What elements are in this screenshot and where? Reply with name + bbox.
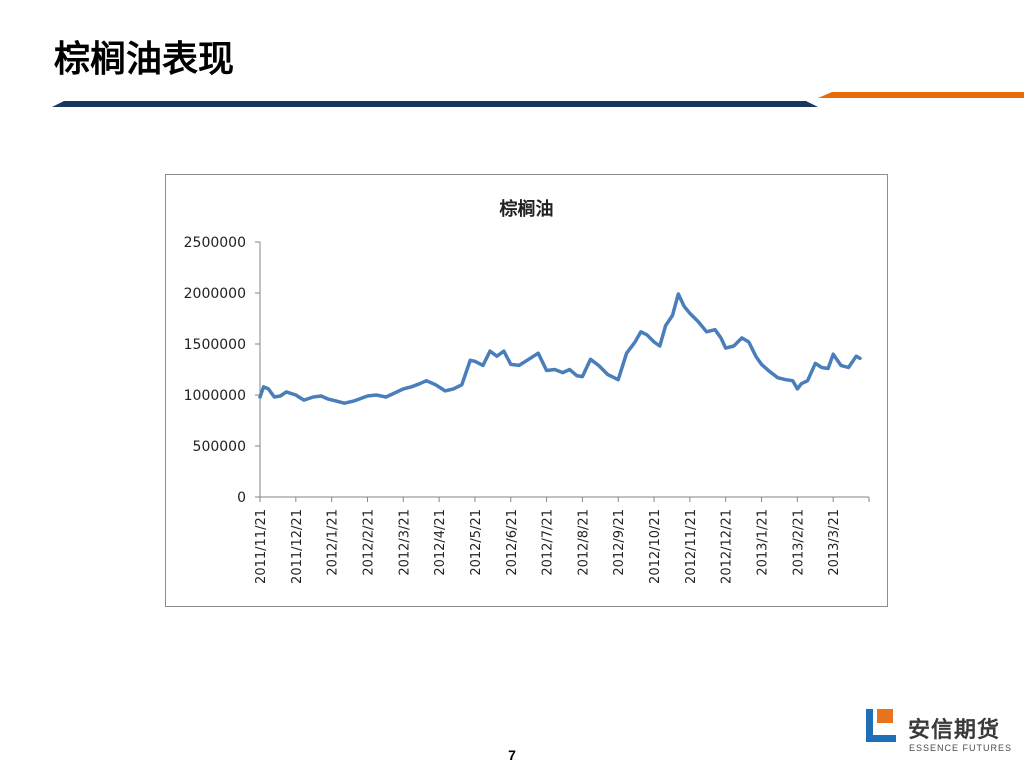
x-tick-label: 2011/12/21 [290, 509, 305, 584]
x-tick-label: 2012/3/21 [397, 509, 412, 576]
palm-oil-line-chart: 0 500000 1000000 1500000 2000000 2500000 2011/… [184, 235, 870, 584]
y-tick-label: 1500000 [184, 337, 246, 353]
x-tick-label: 2012/4/21 [433, 509, 448, 576]
logo-name-cn: 安信期货 [908, 718, 1001, 743]
chart-title: 棕榈油 [499, 199, 554, 220]
header-rule-navy-bar [52, 101, 818, 107]
x-tick-label: 2012/7/21 [541, 509, 556, 576]
x-tick-label: 2012/12/21 [720, 509, 735, 584]
x-tick-label: 2012/10/21 [648, 509, 663, 584]
logo-name-en: ESSENCE FUTURES [909, 743, 1013, 753]
x-tick-label: 2012/9/21 [612, 509, 627, 576]
x-tick-label: 2012/8/21 [576, 509, 591, 576]
header-rule-orange-bar [818, 92, 1024, 98]
x-tick-label: 2011/11/21 [254, 509, 269, 584]
x-tick-label: 2012/1/21 [326, 509, 341, 576]
x-tick-label: 2013/2/21 [791, 509, 806, 576]
x-tick-label: 2012/11/21 [684, 509, 699, 584]
y-tick-label: 2000000 [184, 286, 246, 302]
x-tick-label: 2012/6/21 [505, 509, 520, 576]
x-tick-label: 2013/1/21 [756, 509, 771, 576]
y-tick-label: 2500000 [184, 235, 246, 251]
x-tick-label: 2013/3/21 [827, 509, 842, 576]
y-tick-label: 0 [237, 490, 246, 506]
page-number: 7 [508, 747, 516, 763]
x-tick-label: 2012/2/21 [361, 509, 376, 576]
y-tick-label: 500000 [193, 439, 246, 455]
chart-frame: 棕榈油 0 500000 1000000 1500000 2000000 2500000 2… [165, 174, 888, 607]
essence-futures-logo-icon [866, 709, 896, 742]
header-rule [52, 92, 1024, 107]
x-tick-label: 2012/5/21 [469, 509, 484, 576]
palm-oil-series-line [258, 292, 862, 405]
logo-orange-square [877, 709, 893, 723]
y-tick-label: 1000000 [184, 388, 246, 404]
slide-title: 棕榈油表现 [54, 39, 235, 80]
